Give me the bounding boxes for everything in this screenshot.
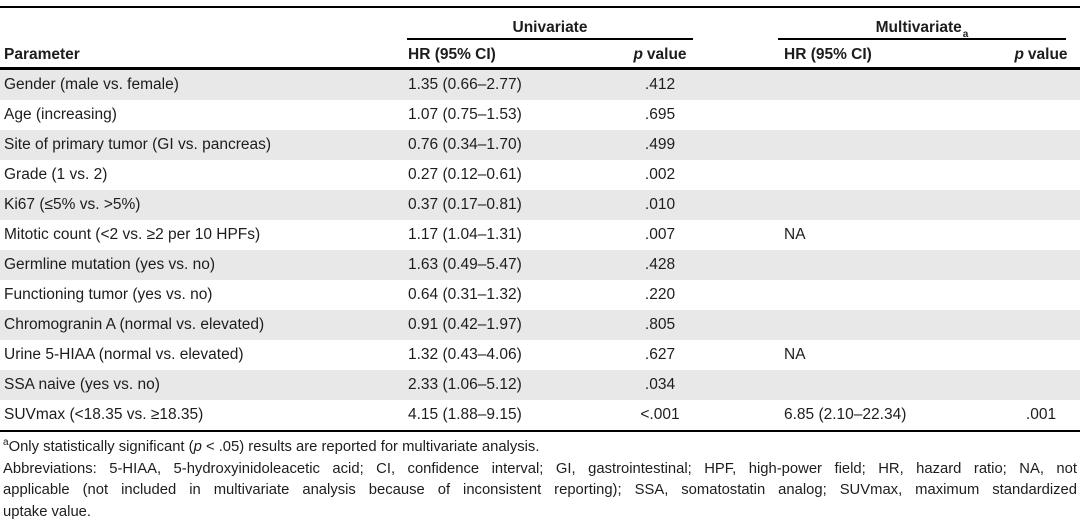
table-body: Gender (male vs. female) 1.35 (0.66–2.77)… bbox=[0, 70, 1080, 432]
univariate-hr-cell: 1.17 (1.04–1.31) bbox=[408, 226, 522, 243]
footnote-significance-post: < .05) results are reported for multivar… bbox=[201, 439, 540, 455]
p-italic: p bbox=[1014, 45, 1024, 63]
column-gap bbox=[700, 62, 778, 67]
footnote-abbreviations-line-2: applicable (not included in multivariate… bbox=[3, 482, 1077, 498]
univariate-pvalue-cell: .428 bbox=[644, 256, 676, 273]
table-row: Germline mutation (yes vs. no) 1.63 (0.49… bbox=[0, 250, 1080, 280]
table-row: Gender (male vs. female) 1.35 (0.66–2.77)… bbox=[0, 70, 1080, 100]
p-italic: p bbox=[633, 45, 643, 63]
table-row: SUVmax (<18.35 vs. ≥18.35) 4.15 (1.88–9.1… bbox=[0, 400, 1080, 430]
footnote-significance: aOnly statistically significant (p < .05… bbox=[3, 437, 1077, 459]
group-header-spacer bbox=[0, 8, 402, 40]
multivariate-label: Multivariate bbox=[875, 18, 962, 36]
multivariate-hr-column-header: HR (95% CI) bbox=[784, 45, 872, 63]
univariate-pvalue-cell: <.001 bbox=[640, 406, 680, 423]
univariate-pvalue-cell: .007 bbox=[644, 226, 676, 243]
footnote-significance-pre: Only statistically significant ( bbox=[8, 439, 194, 455]
parameter-cell: Mitotic count (<2 vs. ≥2 per 10 HPFs) bbox=[4, 226, 261, 243]
parameter-cell: Functioning tumor (yes vs. no) bbox=[4, 286, 213, 303]
univariate-hr-cell: 1.32 (0.43–4.06) bbox=[408, 346, 522, 363]
univariate-hr-cell: 0.91 (0.42–1.97) bbox=[408, 316, 522, 333]
cox-regression-table: Univariate Multivariate a Parameter HR (9… bbox=[0, 6, 1080, 521]
univariate-pvalue-cell: .695 bbox=[644, 106, 676, 123]
parameter-cell: SUVmax (<18.35 vs. ≥18.35) bbox=[4, 406, 204, 423]
univariate-label: Univariate bbox=[512, 18, 588, 36]
table-row: Mitotic count (<2 vs. ≥2 per 10 HPFs) 1.1… bbox=[0, 220, 1080, 250]
univariate-hr-cell: 0.76 (0.34–1.70) bbox=[408, 136, 522, 153]
footnote-abbreviations-line-1: Abbreviations: 5-HIAA, 5-hydroxyinidolea… bbox=[3, 460, 1077, 477]
footnote-marker: a bbox=[3, 437, 9, 449]
table-row: SSA naive (yes vs. no) 2.33 (1.06–5.12) .0… bbox=[0, 370, 1080, 400]
univariate-pvalue-column-header: p value bbox=[620, 45, 700, 68]
parameter-cell: Ki67 (≤5% vs. >5%) bbox=[4, 196, 141, 213]
column-header-row: Parameter HR (95% CI) p value HR (95% CI)… bbox=[0, 40, 1080, 70]
parameter-cell: Gender (male vs. female) bbox=[4, 76, 179, 93]
univariate-pvalue-cell: .220 bbox=[644, 286, 676, 303]
table-row: Ki67 (≤5% vs. >5%) 0.37 (0.17–0.81) .010 bbox=[0, 190, 1080, 220]
group-gap bbox=[700, 8, 778, 40]
footnote-abbreviations-line-3: uptake value. bbox=[3, 503, 92, 520]
univariate-hr-cell: 2.33 (1.06–5.12) bbox=[408, 376, 522, 393]
univariate-hr-cell: 0.27 (0.12–0.61) bbox=[408, 166, 522, 183]
univariate-hr-cell: 0.64 (0.31–1.32) bbox=[408, 286, 522, 303]
group-header-row: Univariate Multivariate a bbox=[0, 8, 1080, 40]
univariate-hr-cell: 1.07 (0.75–1.53) bbox=[408, 106, 522, 123]
parameter-cell: Site of primary tumor (GI vs. pancreas) bbox=[4, 136, 272, 153]
table-row: Functioning tumor (yes vs. no) 0.64 (0.31… bbox=[0, 280, 1080, 310]
univariate-hr-cell: 4.15 (1.88–9.15) bbox=[408, 406, 522, 423]
univariate-pvalue-cell: .499 bbox=[644, 136, 676, 153]
value-word: value bbox=[646, 45, 687, 63]
univariate-hr-cell: 1.35 (0.66–2.77) bbox=[408, 76, 522, 93]
parameter-cell: Urine 5-HIAA (normal vs. elevated) bbox=[4, 346, 244, 363]
univariate-pvalue-cell: .412 bbox=[644, 76, 676, 93]
univariate-pvalue-cell: .627 bbox=[644, 346, 676, 363]
parameter-column-header: Parameter bbox=[4, 45, 80, 63]
table-row: Age (increasing) 1.07 (0.75–1.53) .695 bbox=[0, 100, 1080, 130]
univariate-hr-column-header: HR (95% CI) bbox=[408, 45, 496, 63]
parameter-cell: SSA naive (yes vs. no) bbox=[4, 376, 160, 393]
multivariate-hr-cell: NA bbox=[784, 346, 806, 363]
p-italic: p bbox=[193, 439, 202, 455]
parameter-cell: Germline mutation (yes vs. no) bbox=[4, 256, 216, 273]
parameter-cell: Age (increasing) bbox=[4, 106, 117, 123]
multivariate-hr-cell: 6.85 (2.10–22.34) bbox=[784, 406, 907, 423]
univariate-hr-cell: 1.63 (0.49–5.47) bbox=[408, 256, 522, 273]
univariate-hr-cell: 0.37 (0.17–0.81) bbox=[408, 196, 522, 213]
table-row: Site of primary tumor (GI vs. pancreas) 0… bbox=[0, 130, 1080, 160]
table-row: Grade (1 vs. 2) 0.27 (0.12–0.61) .002 bbox=[0, 160, 1080, 190]
parameter-cell: Chromogranin A (normal vs. elevated) bbox=[4, 316, 265, 333]
table-row: Chromogranin A (normal vs. elevated) 0.91… bbox=[0, 310, 1080, 340]
table-header: Univariate Multivariate a Parameter HR (9… bbox=[0, 8, 1080, 70]
univariate-pvalue-cell: .034 bbox=[644, 376, 676, 393]
table-row: Urine 5-HIAA (normal vs. elevated) 1.32 (… bbox=[0, 340, 1080, 370]
footnotes: aOnly statistically significant (p < .05… bbox=[0, 432, 1080, 521]
value-word: value bbox=[1027, 45, 1068, 63]
multivariate-pvalue-column-header: p value bbox=[1002, 45, 1080, 68]
univariate-pvalue-cell: .010 bbox=[644, 196, 676, 213]
univariate-group-header: Univariate bbox=[407, 8, 693, 40]
univariate-pvalue-cell: .002 bbox=[644, 166, 676, 183]
multivariate-group-header: Multivariate a bbox=[778, 8, 1066, 40]
parameter-cell: Grade (1 vs. 2) bbox=[4, 166, 108, 183]
univariate-pvalue-cell: .805 bbox=[644, 316, 676, 333]
multivariate-hr-cell: NA bbox=[784, 226, 806, 243]
multivariate-pvalue-cell: .001 bbox=[1025, 406, 1057, 423]
